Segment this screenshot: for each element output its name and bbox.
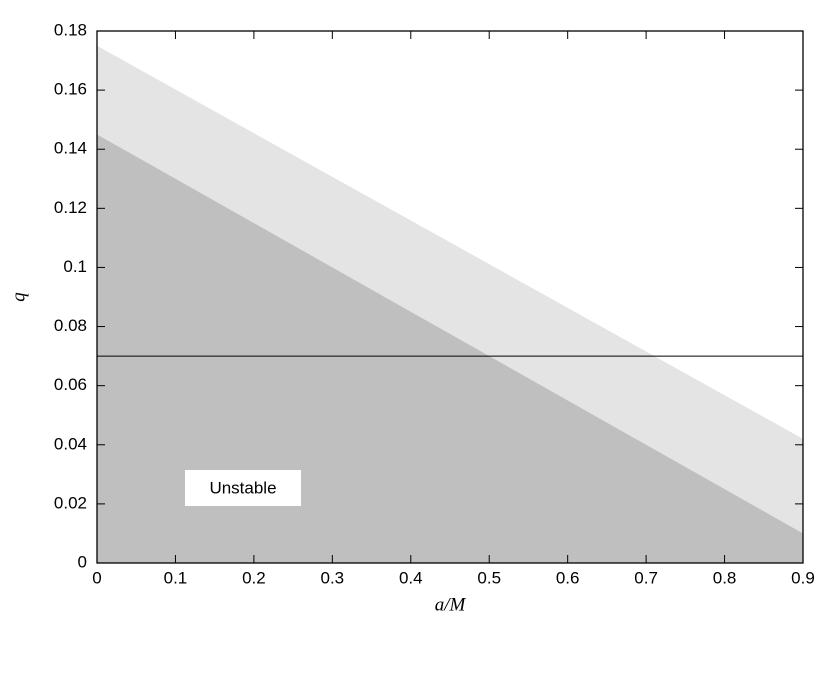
y-axis-label: q: [8, 292, 29, 302]
y-tick-label: 0.02: [54, 493, 87, 512]
y-tick-label: 0.04: [54, 434, 87, 453]
y-tick-label: 0.08: [54, 316, 87, 335]
area: [97, 134, 803, 563]
y-tick-label: 0.06: [54, 375, 87, 394]
y-tick-label: 0.12: [54, 198, 87, 217]
y-tick-label: 0.1: [63, 257, 87, 276]
x-tick-label: 0.7: [634, 568, 658, 587]
annotation: Unstable: [209, 478, 276, 497]
y-tick-label: 0.16: [54, 80, 87, 99]
x-tick-label: 0.5: [477, 568, 501, 587]
y-tick-label: 0.18: [54, 20, 87, 39]
x-tick-label: 0: [92, 568, 101, 587]
x-tick-label: 0.8: [713, 568, 737, 587]
annotation-box: [185, 470, 301, 506]
x-tick-label: 0.9: [791, 568, 815, 587]
x-tick-label: 0.6: [556, 568, 580, 587]
y-tick-label: 0.14: [54, 139, 87, 158]
x-tick-label: 0.2: [242, 568, 266, 587]
x-tick-label: 0.4: [399, 568, 423, 587]
x-tick-label: 0.3: [321, 568, 345, 587]
x-axis-label: a/M: [435, 594, 467, 615]
plot-frame: [96, 30, 804, 564]
y-tick-label: 0: [78, 552, 87, 571]
x-tick-label: 0.1: [164, 568, 188, 587]
